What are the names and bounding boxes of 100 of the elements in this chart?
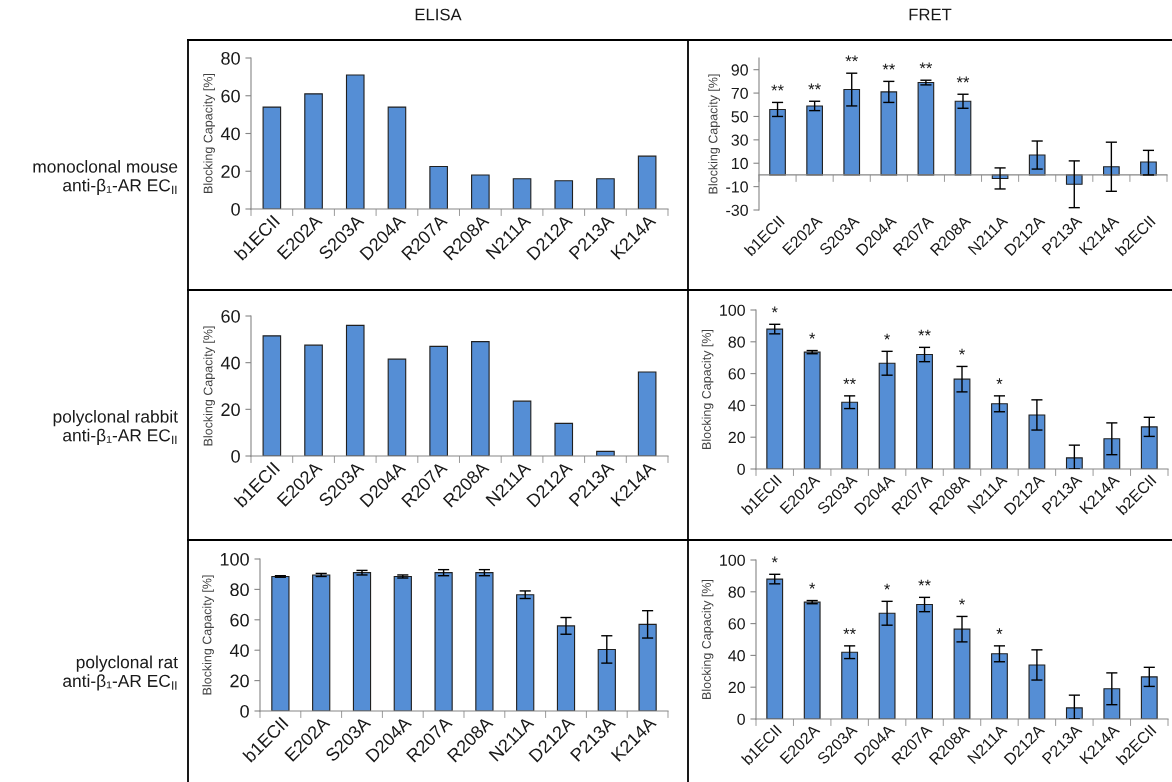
y-tick-label: 30 — [731, 134, 748, 146]
bar — [471, 174, 490, 209]
annotation: ** — [845, 55, 858, 62]
y-tick-label: 0 — [231, 449, 240, 463]
bar — [554, 422, 574, 456]
chart-title: ELISA — [415, 8, 462, 21]
annotation: ** — [882, 63, 896, 70]
y-tick-label: 100 — [720, 304, 745, 316]
annotation: * — [884, 333, 891, 340]
y-tick-label: 20 — [221, 403, 240, 417]
bar — [387, 358, 407, 456]
bar — [916, 353, 933, 469]
bar — [516, 594, 535, 711]
bar — [803, 601, 821, 719]
y-tick-label: 40 — [220, 127, 240, 141]
bar — [312, 574, 331, 711]
annotation: ** — [843, 378, 856, 385]
bar — [352, 572, 372, 711]
annotation: ** — [918, 579, 931, 586]
y-axis-title: Blocking Capacity [%] — [203, 326, 215, 446]
bar — [387, 106, 407, 209]
annotation: * — [959, 598, 965, 605]
y-tick-label: 0 — [231, 202, 240, 216]
y-tick-label: 10 — [732, 157, 748, 170]
bar — [512, 178, 532, 209]
bar — [512, 400, 532, 456]
bar — [556, 625, 576, 711]
y-axis-title: Blocking Capacity [%] — [203, 73, 215, 193]
bar — [806, 105, 823, 176]
annotation: * — [809, 582, 816, 589]
annotation: ** — [956, 76, 970, 83]
bar — [637, 371, 657, 456]
bar — [841, 401, 859, 469]
bar — [345, 324, 365, 456]
bar — [841, 651, 859, 719]
text: polyclonal rat anti-β₁-AR EC$_{II}$ — [63, 655, 178, 691]
y-tick-label: 80 — [728, 586, 745, 598]
y-tick-label: -10 — [726, 181, 748, 193]
y-tick-label: 60 — [221, 309, 240, 323]
bar — [304, 344, 323, 456]
bar — [1140, 676, 1158, 719]
y-tick-label: 0 — [737, 713, 745, 725]
bar — [1140, 426, 1158, 469]
bar — [393, 575, 412, 711]
y-tick-label: 0 — [737, 463, 745, 475]
annotation: * — [771, 306, 778, 313]
bar — [638, 623, 657, 711]
y-tick-label: 100 — [220, 552, 249, 566]
annotation: * — [996, 378, 1003, 385]
annotation: * — [771, 556, 778, 563]
annotation: ** — [918, 329, 931, 336]
y-tick-label: 80 — [221, 51, 240, 65]
y-axis-title: Blocking Capacity [%] — [701, 329, 714, 449]
annotation: * — [959, 348, 965, 355]
bar — [475, 572, 494, 711]
y-tick-label: 50 — [731, 111, 748, 123]
y-axis-title: Blocking Capacity [%] — [202, 575, 214, 695]
bar — [843, 89, 861, 176]
y-tick-label: 40 — [728, 650, 745, 662]
bar — [916, 603, 933, 719]
bar — [803, 351, 821, 469]
bar — [1103, 438, 1121, 469]
y-tick-label: 80 — [230, 583, 249, 597]
bar — [434, 572, 453, 711]
y-tick-label: 60 — [728, 618, 745, 630]
y-axis-title: Blocking Capacity [%] — [708, 74, 720, 194]
bar — [597, 648, 616, 711]
bar — [880, 91, 898, 176]
bar — [769, 108, 786, 176]
y-tick-label: 60 — [230, 613, 249, 627]
chart-title: FRET — [909, 8, 952, 21]
y-tick-label: 40 — [229, 644, 249, 657]
bar — [991, 653, 1008, 719]
annotation: * — [809, 332, 816, 339]
bar — [471, 341, 490, 456]
y-tick-label: 20 — [728, 431, 745, 444]
bar — [1103, 688, 1121, 719]
annotation: ** — [843, 628, 856, 635]
bar — [917, 81, 935, 176]
bar — [429, 345, 448, 456]
y-tick-label: 100 — [720, 554, 745, 566]
bar — [262, 335, 282, 456]
bar — [1028, 414, 1046, 469]
y-tick-label: 40 — [728, 400, 745, 412]
bar — [271, 575, 290, 711]
bar — [429, 165, 448, 209]
y-tick-label: 20 — [230, 674, 249, 688]
annotation: ** — [808, 83, 821, 90]
bar — [878, 362, 896, 469]
bar — [304, 93, 323, 209]
bar — [1028, 664, 1046, 719]
y-tick-label: 0 — [240, 704, 249, 718]
y-tick-label: 70 — [731, 87, 748, 100]
bar — [766, 328, 784, 469]
y-tick-label: 60 — [728, 368, 745, 380]
bar — [991, 403, 1008, 469]
y-tick-label: 40 — [220, 356, 240, 370]
bar — [766, 578, 784, 719]
text: monoclonal mouse anti-β₁-AR EC$_{II}$ — [33, 159, 178, 195]
bar — [954, 100, 972, 176]
